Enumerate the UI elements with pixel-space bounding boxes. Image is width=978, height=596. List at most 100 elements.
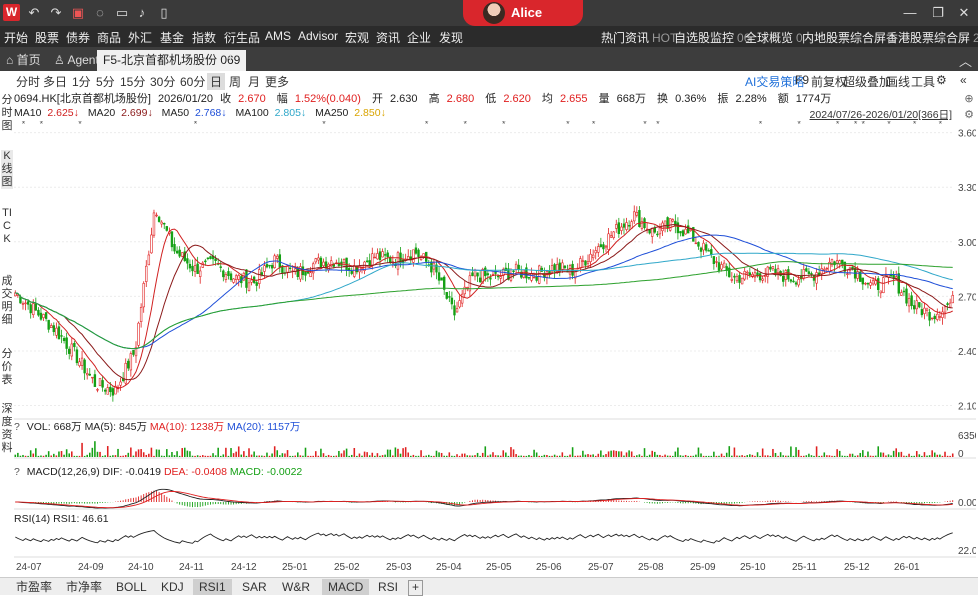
collapse-icon[interactable]: « <box>960 73 967 87</box>
ma10-legend[interactable]: MA10 2.625↓ <box>14 107 79 119</box>
help-icon[interactable]: ? <box>14 421 20 433</box>
chevron-up-icon[interactable]: ︿ <box>958 54 972 69</box>
menu-advisor[interactable]: Advisor <box>298 29 339 43</box>
volume-bar <box>235 451 237 457</box>
tab-rsi[interactable]: RSI <box>378 580 399 594</box>
menu-bond[interactable]: 债券 <box>66 31 91 45</box>
period-intraday[interactable]: 分时 <box>16 75 41 89</box>
period-5min[interactable]: 5分 <box>96 75 115 89</box>
price-chart[interactable]: * * * * * * * * * * * * * * * * * * * * 3.60 3.30 3.00 2.70 2.4… <box>14 121 976 577</box>
tab-pb[interactable]: 市净率 <box>66 580 103 594</box>
side-trade-details[interactable]: 成交明细 <box>1 275 13 326</box>
draw-line-button[interactable]: 画线 <box>886 75 911 89</box>
tab-agent[interactable]: ♙ Agent <box>54 53 99 67</box>
volume-bar <box>307 455 309 457</box>
overlay-button[interactable]: 超级叠加 <box>843 75 892 89</box>
pdf-icon[interactable]: ▣ <box>71 5 85 20</box>
forward-adjust-button[interactable]: 前复权 <box>811 75 848 89</box>
menu-hk-screen[interactable]: 香港股票综合屏 2 <box>886 31 978 45</box>
volume-bar <box>32 453 35 457</box>
app-logo[interactable]: W <box>3 4 20 21</box>
ma250-legend[interactable]: MA250 2.850↓ <box>315 107 386 119</box>
tab-wr[interactable]: W&R <box>282 580 310 594</box>
tab-macd[interactable]: MACD <box>322 579 370 595</box>
menu-hot-news[interactable]: 热门资讯 HOT <box>601 31 678 45</box>
event-marker-icon: * <box>425 121 429 129</box>
candle-body <box>540 267 543 272</box>
f9-button[interactable]: F9 <box>795 73 810 87</box>
close-icon[interactable]: ✕ <box>958 5 970 20</box>
period-15min[interactable]: 15分 <box>120 75 146 89</box>
monitor-icon[interactable]: ▭ <box>115 5 129 20</box>
minimize-icon[interactable]: — <box>903 5 917 20</box>
ma20-legend[interactable]: MA20 2.699↓ <box>87 107 153 119</box>
undo-icon[interactable]: ↶ <box>28 5 40 20</box>
menu-commodity[interactable]: 商品 <box>97 31 122 45</box>
period-30min[interactable]: 30分 <box>150 75 176 89</box>
menu-start[interactable]: 开始 <box>4 31 29 45</box>
ma100-legend[interactable]: MA100 2.805↓ <box>235 107 307 119</box>
menu-derivative[interactable]: 衍生品 <box>224 31 261 45</box>
side-depth-data[interactable]: 深度资料 <box>1 403 13 454</box>
menu-watchlist-monitor[interactable]: 自选股监控 06 <box>674 31 751 45</box>
menu-macro[interactable]: 宏观 <box>345 31 370 45</box>
high-label: 高 <box>428 93 440 105</box>
tab-home[interactable]: ⌂ 首页 <box>6 53 41 67</box>
user-badge[interactable]: Alice <box>463 0 583 26</box>
date-range[interactable]: 2024/07/26-2026/01/20[366日] <box>809 109 952 121</box>
volume-bar <box>281 453 284 457</box>
help-icon[interactable]: ? <box>14 466 20 478</box>
note-icon[interactable]: ▯ <box>160 5 168 20</box>
menu-news[interactable]: 资讯 <box>376 31 401 45</box>
menu-mainland-screen[interactable]: 内地股票综合屏 1 <box>802 31 896 45</box>
event-marker-icon: * <box>887 121 891 129</box>
add-indicator-icon[interactable]: + <box>408 580 424 596</box>
menu-company[interactable]: 企业 <box>407 31 432 45</box>
zoom-icon[interactable]: ⊕ <box>964 93 974 105</box>
candle-body <box>163 223 166 225</box>
volume-bar <box>499 455 502 457</box>
settings-gear-icon[interactable]: ⚙ <box>964 109 974 121</box>
menu-index[interactable]: 指数 <box>192 31 217 45</box>
menu-discover[interactable]: 发现 <box>439 31 464 45</box>
tools-button[interactable]: 工具 <box>911 75 936 89</box>
volume-bar <box>605 454 607 457</box>
period-1min[interactable]: 1分 <box>72 75 91 89</box>
menu-stock[interactable]: 股票 <box>35 31 60 45</box>
redo-icon[interactable]: ↷ <box>50 5 62 20</box>
tab-active-stock[interactable]: F5-北京首都机场股份 069 <box>97 50 247 71</box>
tab-pe[interactable]: 市盈率 <box>16 580 53 594</box>
add-tab-icon[interactable]: + <box>226 50 235 67</box>
volume-bar <box>885 455 887 457</box>
period-multiday[interactable]: 多日 <box>43 75 68 89</box>
volume-bar <box>248 448 250 457</box>
tab-boll[interactable]: BOLL <box>116 580 147 594</box>
menu-ams[interactable]: AMS <box>265 29 292 43</box>
side-kline-chart[interactable]: K线图 <box>1 150 13 189</box>
candle-body <box>309 272 312 278</box>
candle-body <box>50 325 53 329</box>
side-price-table[interactable]: 分价表 <box>1 348 13 386</box>
tab-rsi1[interactable]: RSI1 <box>193 579 232 595</box>
volume-bar <box>723 455 725 457</box>
restore-icon[interactable]: ❐ <box>932 5 944 20</box>
menu-global-overview[interactable]: 全球概览 0 <box>745 31 803 45</box>
tab-sar[interactable]: SAR <box>242 580 267 594</box>
side-tick[interactable]: TICK <box>2 207 12 245</box>
period-60min[interactable]: 60分 <box>180 75 206 89</box>
bell-icon[interactable]: ♪ <box>138 5 146 20</box>
menu-forex[interactable]: 外汇 <box>128 31 153 45</box>
period-week[interactable]: 周 <box>229 75 242 89</box>
settings-icon[interactable]: ⚙ <box>936 73 947 87</box>
tab-kdj[interactable]: KDJ <box>161 580 184 594</box>
period-day[interactable]: 日 <box>207 73 226 90</box>
menu-fund[interactable]: 基金 <box>160 31 185 45</box>
ai-strategy-button[interactable]: AI交易策略 <box>745 75 805 89</box>
period-more[interactable]: 更多 <box>265 75 290 89</box>
ma50-legend[interactable]: MA50 2.768↓ <box>161 107 227 119</box>
candle-body <box>722 262 726 268</box>
chat-icon[interactable]: ◌ <box>96 5 104 20</box>
side-intraday-chart[interactable]: 分时图 <box>1 94 13 132</box>
volume-bar <box>199 455 201 457</box>
period-month[interactable]: 月 <box>248 75 261 89</box>
